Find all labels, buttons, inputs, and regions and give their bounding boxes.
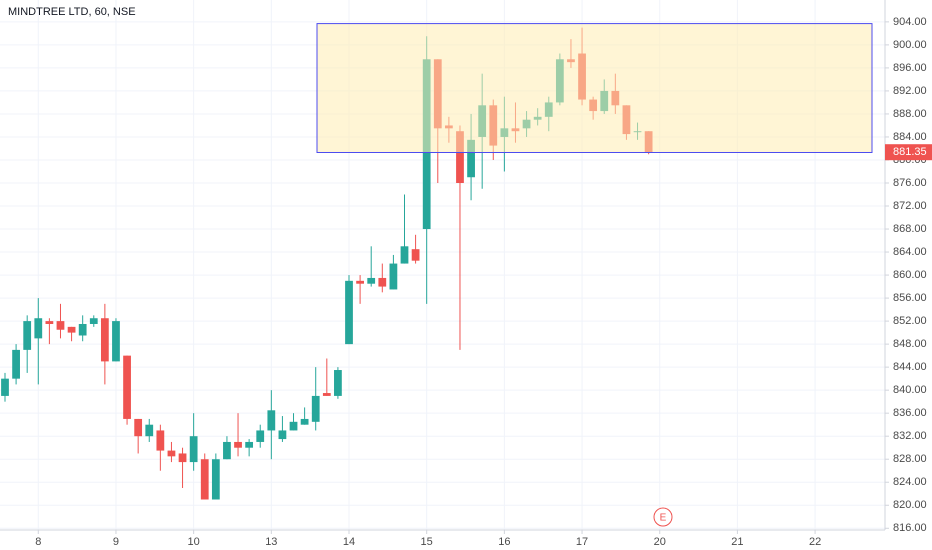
candle-body — [356, 280, 364, 284]
y-tick-label: 868.00 — [893, 223, 927, 235]
x-tick-label: 14 — [343, 536, 355, 548]
candle-body — [178, 453, 187, 463]
candle-body — [23, 321, 32, 350]
last-price-label: 881.35 — [893, 146, 927, 158]
candle-body — [456, 131, 464, 183]
candle-body — [211, 459, 220, 500]
overlay: E — [316, 23, 873, 527]
y-tick-label: 872.00 — [893, 200, 927, 212]
y-tick-label: 816.00 — [893, 522, 927, 534]
candle-body — [134, 418, 143, 437]
y-tick-label: 832.00 — [893, 430, 927, 442]
x-tick-label: 13 — [265, 536, 277, 548]
highlight-box — [316, 23, 873, 153]
y-tick-label: 884.00 — [893, 131, 927, 143]
y-tick-label: 836.00 — [893, 407, 927, 419]
candle-body — [467, 139, 475, 178]
x-tick-label: 17 — [576, 536, 588, 548]
candle-body — [334, 370, 342, 396]
y-tick-label: 896.00 — [893, 62, 927, 74]
x-tick-label: 21 — [731, 536, 743, 548]
candle-body — [223, 441, 231, 460]
candle-body — [1, 378, 9, 396]
candle-body — [67, 326, 76, 333]
candle-body — [389, 263, 398, 290]
candle-body — [56, 321, 65, 330]
candle-body — [322, 393, 331, 396]
x-tick-label: 16 — [498, 536, 510, 548]
candle-body — [45, 321, 54, 324]
candle-body — [167, 450, 176, 457]
candle-body — [78, 323, 87, 336]
axes: 816.00 820.00 824.00 828.00 832.00 836.00 840.… — [35, 16, 932, 548]
candle-body — [311, 395, 320, 422]
y-tick-label: 888.00 — [893, 108, 927, 120]
candle-body — [156, 430, 165, 451]
y-tick-label: 852.00 — [893, 315, 927, 327]
candle-body — [89, 318, 98, 324]
candle-body — [245, 441, 254, 448]
x-tick-label: 15 — [421, 536, 433, 548]
x-tick-label: 9 — [113, 536, 119, 548]
candle-body — [34, 318, 43, 339]
x-tick-label: 8 — [35, 536, 41, 548]
candle-body — [256, 430, 265, 442]
candle-body — [189, 436, 198, 463]
candle-body — [112, 321, 120, 362]
earnings-label: E — [660, 513, 667, 524]
y-tick-label: 876.00 — [893, 177, 927, 189]
y-tick-label: 820.00 — [893, 499, 927, 511]
candle-body — [289, 421, 298, 431]
candle-body — [378, 277, 387, 287]
x-tick-label: 10 — [188, 536, 200, 548]
candle-body — [278, 430, 287, 440]
y-tick-label: 828.00 — [893, 453, 927, 465]
candle-body — [100, 318, 109, 362]
candle-body — [300, 418, 309, 425]
candle-body — [367, 277, 376, 284]
x-tick-label: 20 — [654, 536, 666, 548]
candle-body — [411, 249, 420, 261]
y-tick-label: 892.00 — [893, 85, 927, 97]
candle-body — [400, 246, 409, 264]
earnings-marker — [653, 507, 673, 527]
candle-body — [12, 349, 20, 379]
y-tick-label: 860.00 — [893, 269, 927, 281]
y-tick-label: 900.00 — [893, 39, 927, 51]
y-tick-label: 824.00 — [893, 476, 927, 488]
y-tick-label: 840.00 — [893, 384, 927, 396]
candle-body — [145, 424, 154, 437]
y-tick-label: 864.00 — [893, 246, 927, 258]
x-tick-label: 22 — [809, 536, 821, 548]
candle-body — [267, 410, 276, 431]
y-tick-label: 856.00 — [893, 292, 927, 304]
y-tick-label: 844.00 — [893, 361, 927, 373]
y-tick-label: 904.00 — [893, 16, 927, 28]
candle-body — [234, 441, 242, 448]
last-price-box — [885, 144, 932, 161]
candle-body — [200, 459, 209, 500]
candle-body — [123, 355, 131, 419]
candle-body — [345, 280, 353, 345]
y-tick-label: 848.00 — [893, 338, 927, 350]
chart-title: MINDTREE LTD, 60, NSE — [8, 6, 136, 18]
